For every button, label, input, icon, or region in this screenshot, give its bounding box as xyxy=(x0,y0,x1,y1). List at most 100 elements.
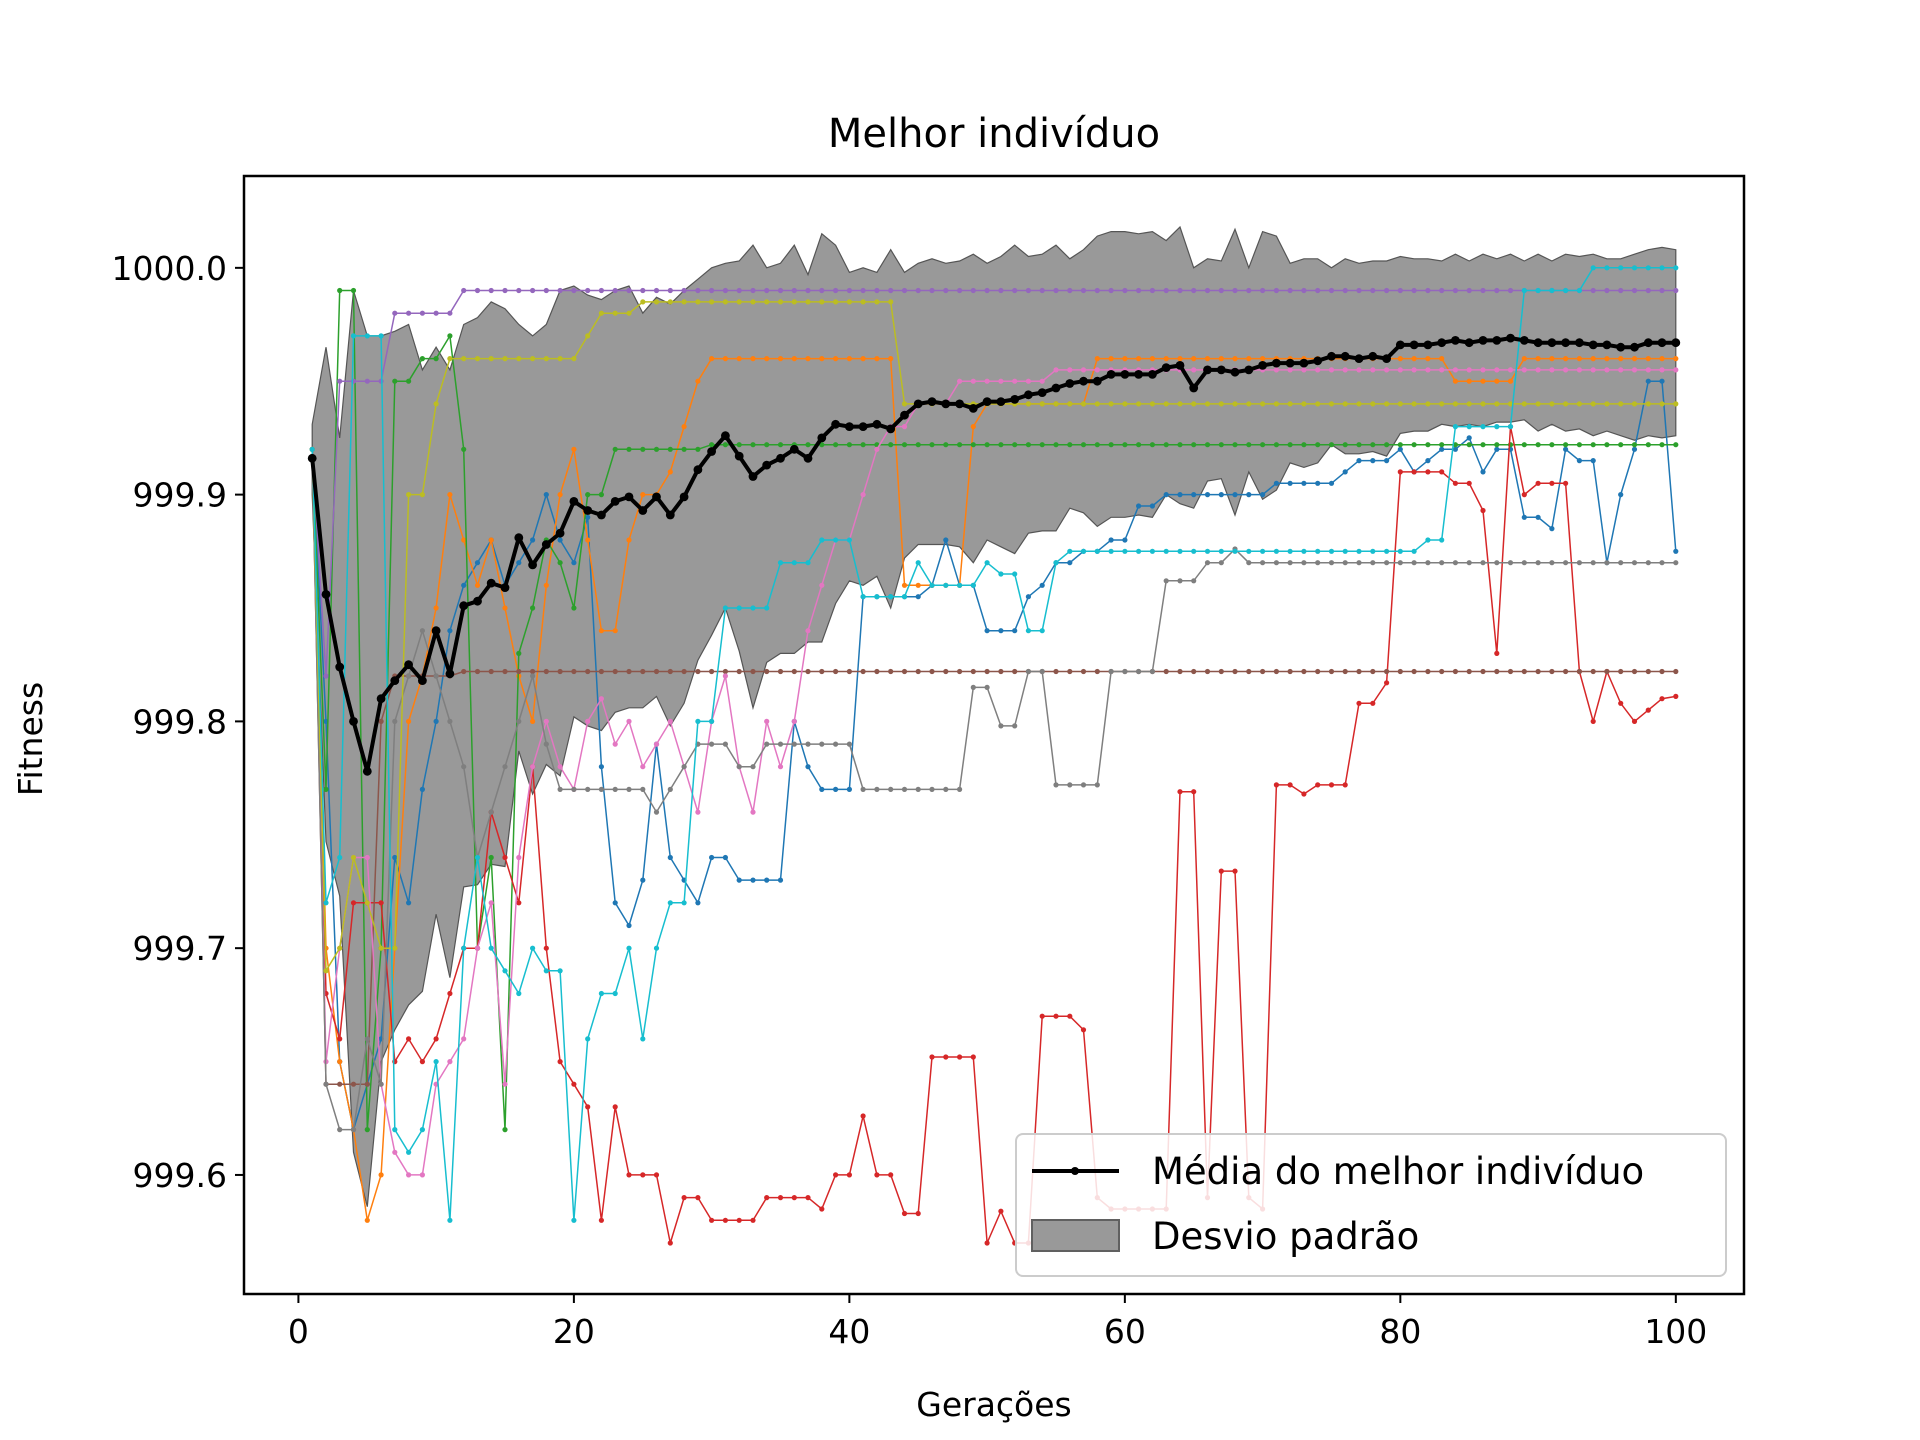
run-point xyxy=(777,764,784,770)
run-series-3 xyxy=(309,287,1679,1133)
run-point xyxy=(502,968,508,974)
run-point xyxy=(1604,265,1610,271)
run-point xyxy=(502,764,508,770)
run-point xyxy=(1425,560,1431,566)
run-point xyxy=(323,900,329,906)
mean-point xyxy=(982,397,992,406)
run-point xyxy=(1397,401,1403,407)
run-point xyxy=(1384,442,1390,448)
run-point xyxy=(695,668,701,675)
run-point xyxy=(791,356,797,362)
run-point xyxy=(1673,668,1679,675)
run-point xyxy=(406,1172,412,1178)
run-point xyxy=(419,1127,425,1133)
run-point xyxy=(1397,668,1403,675)
run-point xyxy=(1631,287,1638,294)
run-point xyxy=(1494,287,1500,294)
run-point xyxy=(1425,356,1431,362)
run-point xyxy=(1328,480,1335,486)
mean-point xyxy=(1354,354,1364,363)
mean-point xyxy=(1327,351,1336,361)
run-point xyxy=(901,442,908,448)
run-point xyxy=(378,333,384,339)
run-point xyxy=(1301,367,1307,373)
run-point xyxy=(557,786,563,793)
run-point xyxy=(640,492,646,498)
run-point xyxy=(943,668,949,675)
run-point xyxy=(1659,668,1665,675)
run-point xyxy=(1425,458,1431,464)
mean-point xyxy=(1561,338,1570,348)
run-point xyxy=(488,945,494,951)
run-point xyxy=(530,605,536,611)
run-point xyxy=(433,673,439,679)
run-point xyxy=(1576,442,1582,448)
run-point xyxy=(406,1149,412,1155)
run-point xyxy=(516,900,522,906)
run-point xyxy=(1149,442,1155,448)
run-point xyxy=(764,299,770,305)
run-point xyxy=(1507,668,1514,675)
run-point xyxy=(1397,560,1403,566)
run-point xyxy=(447,1217,453,1223)
run-point xyxy=(1590,458,1596,464)
run-point xyxy=(1590,356,1596,362)
run-point xyxy=(1356,668,1362,675)
run-point xyxy=(860,299,866,305)
run-point xyxy=(337,378,343,384)
run-point xyxy=(833,287,839,294)
run-point xyxy=(777,442,784,448)
mean-point xyxy=(1148,370,1157,379)
mean-point xyxy=(652,492,661,502)
run-point xyxy=(1315,401,1321,407)
mean-point xyxy=(955,399,964,409)
mean-point xyxy=(1492,336,1502,345)
run-point xyxy=(901,582,908,588)
mean-point xyxy=(1189,383,1199,393)
run-point xyxy=(1287,367,1293,373)
run-point xyxy=(1301,560,1307,566)
run-point xyxy=(695,900,701,906)
run-point xyxy=(1204,492,1211,498)
run-point xyxy=(585,514,591,520)
run-point xyxy=(998,723,1004,729)
run-point xyxy=(1218,868,1224,874)
run-point xyxy=(1094,548,1100,554)
run-point xyxy=(1094,356,1100,362)
run-point xyxy=(1590,668,1596,675)
run-point xyxy=(1039,668,1045,675)
run-point xyxy=(1122,537,1128,543)
run-point xyxy=(957,378,963,384)
run-point xyxy=(764,356,770,362)
run-point xyxy=(1273,287,1279,294)
run-point xyxy=(1273,782,1279,788)
run-point xyxy=(915,786,921,793)
run-point xyxy=(1466,668,1472,675)
run-point xyxy=(1122,356,1128,362)
run-point xyxy=(722,299,729,305)
run-point xyxy=(1535,514,1541,520)
run-point xyxy=(1356,287,1362,294)
run-point xyxy=(1053,367,1059,373)
run-point xyxy=(447,628,453,634)
run-point xyxy=(736,764,742,770)
mean-point xyxy=(445,669,455,679)
run-point xyxy=(957,582,963,588)
run-point xyxy=(1246,442,1252,448)
run-point xyxy=(1080,1027,1087,1033)
run-point xyxy=(1466,287,1472,294)
run-point xyxy=(1039,582,1045,588)
run-point xyxy=(1356,367,1362,373)
run-point xyxy=(1204,668,1211,675)
run-point xyxy=(736,356,742,362)
run-point xyxy=(1549,480,1555,486)
run-point xyxy=(791,741,797,747)
run-point xyxy=(750,356,756,362)
run-point xyxy=(777,560,784,566)
run-point xyxy=(1466,401,1472,407)
run-point xyxy=(406,310,412,316)
run-point xyxy=(1012,571,1018,577)
run-point xyxy=(709,741,715,747)
run-point xyxy=(1563,560,1569,566)
